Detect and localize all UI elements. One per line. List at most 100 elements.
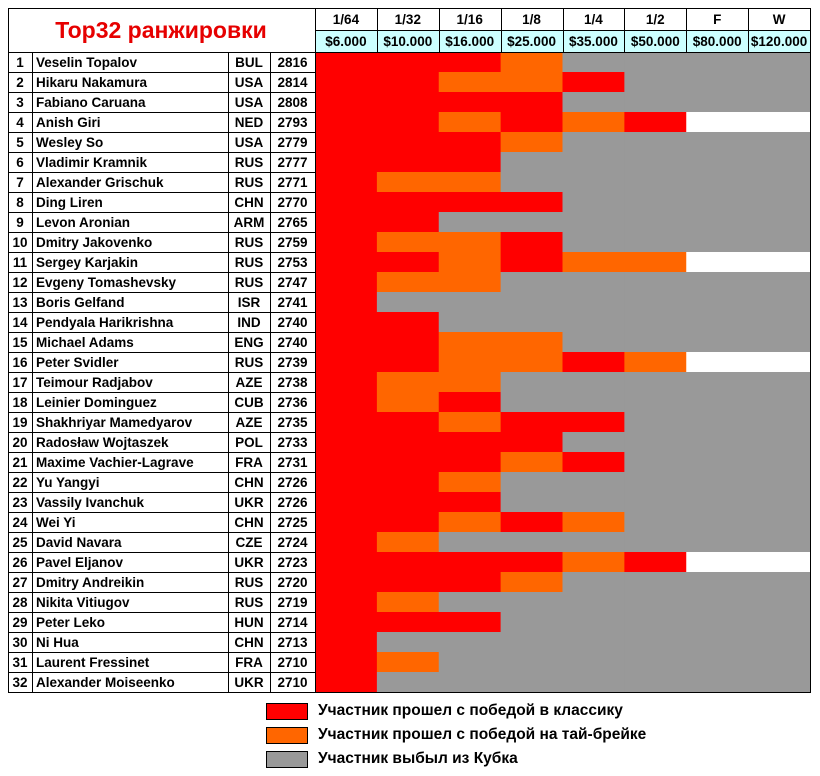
player-rank: 5 [16, 135, 24, 150]
result-cell [376, 452, 440, 473]
player-name: Pendyala Harikrishna [36, 315, 174, 330]
player-country: BUL [235, 55, 263, 70]
player-rank: 13 [12, 295, 28, 310]
result-cell [748, 512, 811, 533]
result-cell [686, 152, 749, 173]
result-cell [748, 92, 811, 113]
result-cell [500, 252, 563, 273]
result-cell [500, 672, 563, 693]
table-row [8, 372, 315, 392]
result-cell [376, 412, 440, 433]
player-rating: 2777 [277, 155, 307, 170]
player-name: Vladimir Kramnik [36, 155, 148, 170]
prize-cell [624, 30, 687, 52]
result-cell [438, 472, 502, 493]
prize-cell [438, 30, 501, 52]
result-cell [315, 112, 378, 133]
result-cell [624, 412, 687, 433]
player-country: FRA [235, 455, 263, 470]
result-cell [315, 612, 378, 633]
table-row [8, 252, 315, 272]
result-cell [624, 552, 687, 573]
result-cell [748, 272, 811, 293]
player-name: Dmitry Andreikin [36, 575, 144, 590]
prize-value: $16.000 [445, 34, 494, 49]
result-cell [438, 312, 502, 333]
result-cell [376, 312, 440, 333]
table-row [8, 72, 315, 92]
prize-value: $120.000 [751, 34, 807, 49]
result-cell [562, 472, 625, 493]
result-cell [438, 192, 502, 213]
player-rank: 32 [12, 675, 27, 690]
player-rating: 2765 [277, 215, 308, 230]
result-cell [562, 672, 625, 693]
result-cell [376, 92, 440, 113]
result-cell [315, 132, 378, 153]
legend-label: Участник выбыл из Кубка [318, 750, 518, 767]
player-country: NED [235, 115, 264, 130]
player-name: Wei Yi [36, 515, 76, 530]
result-cell [500, 92, 563, 113]
result-cell [376, 212, 440, 233]
result-cell [624, 72, 687, 93]
player-rank: 20 [12, 435, 27, 450]
table-row [8, 492, 315, 512]
player-rank: 31 [12, 655, 28, 670]
result-cell [500, 432, 563, 453]
player-rating: 2714 [277, 615, 308, 630]
result-cell [624, 272, 687, 293]
player-name: Leinier Dominguez [36, 395, 157, 410]
player-country: AZE [236, 415, 263, 430]
legend-swatch [266, 727, 308, 744]
row-bg [8, 92, 315, 112]
player-country: UKR [234, 555, 263, 570]
result-cell [686, 92, 749, 113]
player-country: RUS [235, 235, 264, 250]
result-cell [500, 272, 563, 293]
row-bg [8, 132, 315, 152]
player-rank: 12 [12, 275, 27, 290]
result-cell [500, 312, 563, 333]
row-bg [8, 552, 315, 572]
player-country: USA [235, 75, 264, 90]
result-cell [315, 592, 378, 613]
player-name: David Navara [36, 535, 122, 550]
legend-label: Участник прошел с победой на тай-брейке [318, 726, 647, 743]
result-cell [438, 592, 502, 613]
player-rank: 21 [12, 455, 28, 470]
result-cell [748, 592, 811, 613]
result-cell [315, 52, 378, 73]
result-cell [686, 212, 749, 233]
result-cell [686, 52, 749, 73]
result-cell [500, 612, 563, 633]
row-bg [8, 52, 315, 72]
result-cell [624, 132, 687, 153]
prize-value: $6.000 [325, 34, 366, 49]
result-cell [315, 272, 378, 293]
row-bg [8, 492, 315, 512]
player-country: USA [235, 95, 264, 110]
prize-value: $25.000 [507, 34, 556, 49]
result-cell [686, 192, 749, 213]
player-rank: 24 [12, 515, 28, 530]
player-name: Peter Leko [36, 615, 105, 630]
result-cell [624, 672, 687, 693]
result-cell [315, 452, 378, 473]
table-row [8, 192, 315, 212]
result-cell [438, 272, 502, 293]
result-cell [686, 252, 749, 273]
player-rating: 2770 [277, 195, 307, 210]
player-rank: 29 [12, 615, 27, 630]
player-rating: 2779 [277, 135, 307, 150]
round-header-cell [686, 8, 749, 30]
table-row [8, 592, 315, 612]
result-cell [376, 52, 440, 73]
result-cell [562, 212, 625, 233]
result-cell [562, 332, 625, 353]
result-cell [438, 452, 502, 473]
table-row [8, 432, 315, 452]
row-bg [8, 212, 315, 232]
result-cell [748, 392, 811, 413]
result-cell [438, 172, 502, 193]
